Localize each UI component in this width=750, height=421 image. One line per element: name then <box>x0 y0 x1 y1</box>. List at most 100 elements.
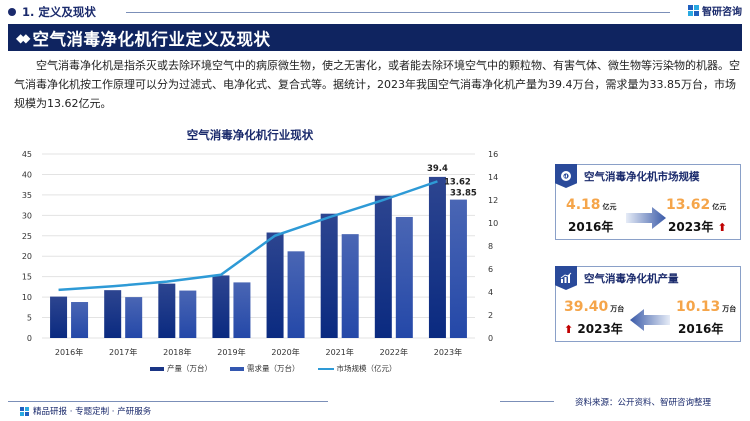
market-size-card: 空气消毒净化机市场规模 4.18 亿元 2016年 13.62 亿元 2023年 ⬆ <box>555 164 741 240</box>
right-axis-tick: 2 <box>488 311 493 320</box>
chart-canvas: 0 5 10 15 20 25 30 35 40 45 0 2 4 6 8 10 12 14 16 2016年 2017… <box>22 150 498 357</box>
unit-text: 万台 <box>610 305 625 313</box>
year-text: 2023年 <box>577 322 623 336</box>
bar-production <box>428 176 446 338</box>
unit-text: 亿元 <box>602 203 617 211</box>
bullet-icon <box>8 8 16 16</box>
left-axis-tick: 0 <box>27 334 32 343</box>
footer-tagline-text: 精品研报 · 专题定制 · 产研服务 <box>33 407 152 417</box>
x-axis-tick: 2022年 <box>380 347 408 357</box>
left-axis-tick: 5 <box>27 314 32 323</box>
source-note: 资料来源：公开资料、智研咨询整理 <box>575 398 712 408</box>
diamond-icon: ◆◆ <box>16 30 31 45</box>
left-arrow-icon <box>630 309 670 331</box>
brand-logo: 智研咨询 <box>688 3 742 18</box>
left-axis-tick: 20 <box>22 252 32 261</box>
legend-label: 需求量（万台） <box>247 364 300 373</box>
right-axis-tick: 14 <box>488 173 498 182</box>
combo-chart: 0 5 10 15 20 25 30 35 40 45 0 2 4 6 8 10 12 14 16 2016年 2017… <box>0 140 520 380</box>
production-2023-value: 39.40 万台 <box>564 299 624 315</box>
up-arrow-icon: ⬆ <box>564 323 574 336</box>
legend-item-market-size: 市场规模（亿元） <box>317 363 397 374</box>
pie-chart-icon <box>555 164 577 188</box>
data-label-market: 13.62 <box>444 177 471 187</box>
right-axis-tick: 16 <box>488 150 498 159</box>
chart-title: 空气消毒净化机行业现状 <box>186 128 314 142</box>
market-size-line <box>58 180 438 292</box>
card-title: 空气消毒净化机产量 <box>584 273 679 285</box>
intro-paragraph: 空气消毒净化机是指杀灭或去除环境空气中的病原微生物，使之无害化，或者能去除环境空… <box>14 59 740 110</box>
footer-divider <box>8 401 328 402</box>
data-label-demand: 33.85 <box>450 189 477 199</box>
left-axis-tick: 25 <box>22 232 32 241</box>
x-axis-tick: 2017年 <box>109 347 137 357</box>
right-axis-tick: 8 <box>488 242 493 251</box>
title-bar: ◆◆ 空气消毒净化机行业定义及现状 <box>8 24 742 51</box>
left-axis-tick: 10 <box>22 293 32 302</box>
bar-demand <box>125 297 143 338</box>
chart-legend: 产量（万台） 需求量（万台） 市场规模（亿元） <box>150 363 397 374</box>
legend-swatch-icon <box>150 366 164 371</box>
legend-item-production: 产量（万台） <box>150 363 212 374</box>
x-axis-tick: 2021年 <box>326 347 354 357</box>
market-2023-year: 2023年 ⬆ <box>668 218 727 235</box>
legend-line-icon <box>317 367 334 370</box>
brand-logo-icon <box>688 5 699 16</box>
unit-text: 亿元 <box>712 203 727 211</box>
production-2016-value: 10.13 万台 <box>676 299 736 315</box>
bar-demand <box>233 282 251 338</box>
x-axis-tick: 2018年 <box>163 347 191 357</box>
brand-logo-icon <box>20 406 29 416</box>
data-label-production: 39.4 <box>427 164 448 174</box>
x-axis-tick: 2019年 <box>217 347 245 357</box>
unit-text: 万台 <box>722 305 737 313</box>
left-axis-tick: 40 <box>22 170 32 179</box>
bar-production <box>374 195 392 338</box>
bar-growth-icon <box>555 266 577 290</box>
x-axis-tick: 2016年 <box>55 347 83 357</box>
right-axis-tick: 12 <box>488 196 498 205</box>
legend-label: 市场规模（亿元） <box>336 364 397 373</box>
value-text: 4.18 <box>566 197 601 213</box>
production-2016-year: 2016年 <box>678 322 724 336</box>
section-header: 1. 定义及现状 <box>8 4 96 20</box>
x-axis-tick: 2020年 <box>271 347 299 357</box>
footer-tagline: 精品研报 · 专题定制 · 产研服务 <box>20 405 151 417</box>
section-label: 1. 定义及现状 <box>22 5 96 19</box>
bar-demand <box>449 199 467 338</box>
brand-name: 智研咨询 <box>702 7 742 18</box>
right-arrow-icon <box>626 207 666 229</box>
bar-demand <box>71 302 89 338</box>
left-axis-tick: 45 <box>22 150 32 159</box>
bar-production <box>104 290 122 338</box>
bar-demand <box>395 216 413 338</box>
right-axis-tick: 0 <box>488 334 493 343</box>
section-divider <box>126 12 670 13</box>
bar-production <box>266 232 284 338</box>
bar-production <box>212 275 230 338</box>
value-text: 13.62 <box>666 197 711 213</box>
bar-demand <box>179 290 197 338</box>
bar-production <box>50 296 68 338</box>
x-axis-tick: 2023年 <box>434 347 462 357</box>
up-arrow-icon: ⬆ <box>717 221 727 234</box>
value-text: 39.40 <box>564 299 609 315</box>
bar-demand <box>287 251 305 338</box>
value-text: 10.13 <box>676 299 721 315</box>
market-2023-value: 13.62 亿元 <box>666 197 726 213</box>
left-axis-tick: 35 <box>22 191 32 200</box>
right-axis-tick: 6 <box>488 265 493 274</box>
market-2016-year: 2016年 <box>568 220 614 234</box>
bar-production <box>320 213 338 338</box>
bar-production <box>158 283 176 338</box>
card-title: 空气消毒净化机市场规模 <box>584 171 700 183</box>
left-axis-tick: 15 <box>22 273 32 282</box>
production-2023-year: ⬆ 2023年 <box>564 320 623 337</box>
legend-label: 产量（万台） <box>167 364 212 373</box>
year-text: 2023年 <box>668 220 714 234</box>
legend-swatch-icon <box>230 366 244 371</box>
bar-demand <box>341 234 359 338</box>
market-2016-value: 4.18 亿元 <box>566 197 617 213</box>
footer-divider <box>500 401 554 402</box>
right-axis-tick: 10 <box>488 219 498 228</box>
